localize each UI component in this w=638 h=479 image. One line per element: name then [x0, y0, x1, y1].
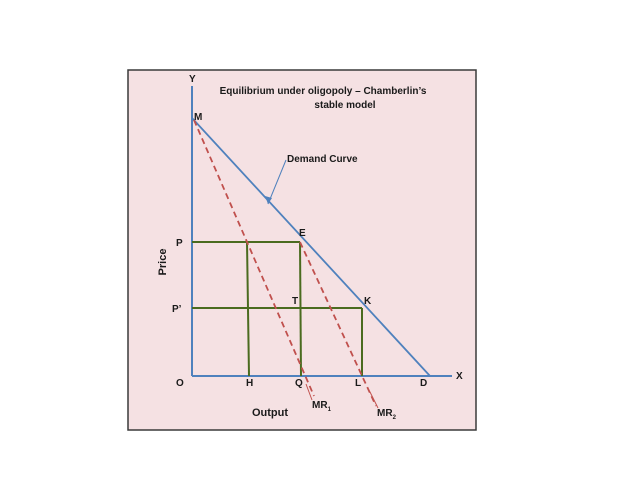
y-axis-title: Price: [157, 249, 169, 276]
demand-curve-label: Demand Curve: [287, 154, 358, 165]
point-p-label: P: [176, 238, 183, 249]
point-k-label: K: [364, 296, 372, 307]
x-axis-letter: X: [456, 371, 463, 382]
title-line-1: Equilibrium under oligopoly – Chamberlin…: [220, 86, 427, 97]
mr1-callout-line: [305, 383, 313, 401]
mr2-callout-line: [369, 391, 379, 409]
point-h-label: H: [246, 378, 253, 389]
y-axis-letter: Y: [189, 74, 196, 85]
mr1-label: MR1: [312, 400, 332, 413]
demand-callout-line: [267, 159, 287, 205]
demand-curve: [191, 117, 431, 377]
point-p-prime-label: P’: [172, 304, 182, 315]
point-d-label: D: [420, 378, 427, 389]
output-line-q: [299, 241, 302, 377]
demand-callout-arrowhead: [265, 196, 272, 204]
point-e-label: E: [299, 228, 306, 239]
mr1-curve: [193, 119, 315, 397]
point-q-label: Q: [295, 378, 303, 389]
mr2-label-base: MR: [377, 408, 393, 419]
output-line-h: [246, 241, 250, 377]
mr1-label-sub: 1: [328, 407, 332, 413]
point-t-label: T: [292, 296, 298, 307]
mr1-label-base: MR: [312, 400, 328, 411]
mr2-label-sub: 2: [393, 415, 397, 421]
mr2-curve: [299, 241, 377, 407]
origin-label: O: [176, 378, 184, 389]
title-line-2: stable model: [314, 100, 375, 111]
point-m-label: M: [194, 112, 202, 123]
x-axis-title: Output: [252, 407, 288, 419]
point-l-label: L: [355, 378, 361, 389]
mr2-label: MR2: [377, 408, 397, 421]
